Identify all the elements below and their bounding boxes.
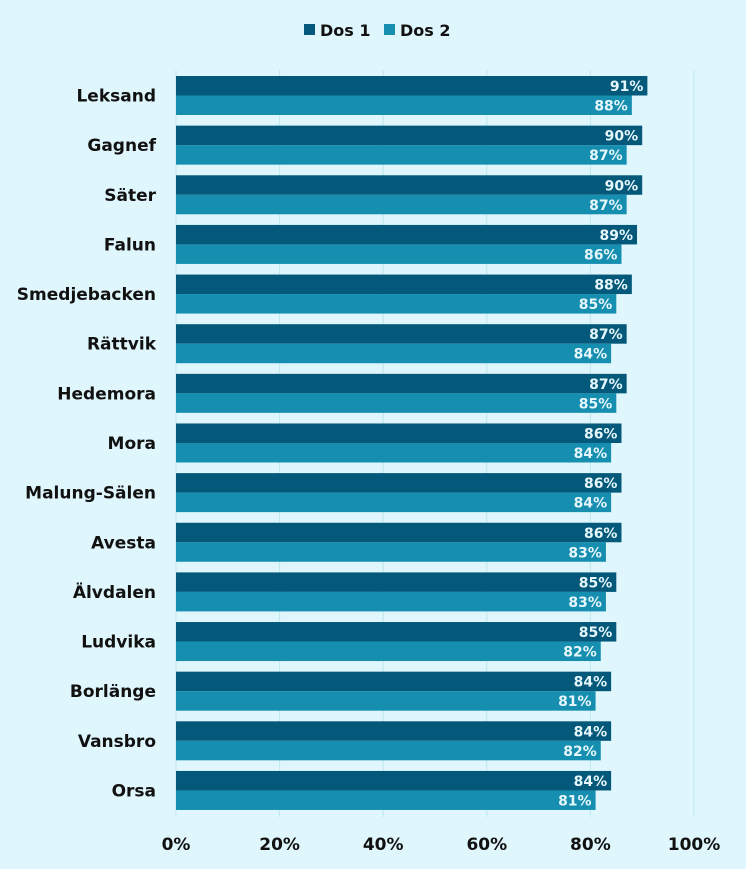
bar-dos-2 [176,294,617,314]
bar-dos-1 [176,473,622,493]
data-label: 90% [605,129,639,145]
x-tick-label: 20% [259,835,300,855]
category-label: Leksand [76,87,156,107]
category-label: Vansbro [78,732,156,752]
data-label: 84% [574,774,608,790]
category-label: Smedjebacken [17,285,156,305]
data-label: 81% [558,793,592,809]
bar-dos-1 [176,423,622,443]
category-label: Borlänge [70,682,156,702]
data-label: 88% [594,99,628,115]
data-label: 91% [610,79,644,95]
legend-swatch-1 [304,24,315,35]
data-label: 85% [579,297,613,313]
x-tick-label: 100% [668,835,721,855]
bar-dos-2 [176,95,632,115]
category-label: Avesta [91,533,156,553]
bar-dos-1 [176,721,612,741]
bar-dos-1 [176,522,622,543]
bar-dos-2 [176,244,622,264]
bar-dos-2 [176,343,612,364]
data-label: 88% [594,278,628,294]
bar-dos-2 [176,145,627,165]
data-label: 85% [579,396,613,412]
category-label: Gagnef [87,136,156,156]
data-label: 85% [579,575,613,591]
bar-dos-2 [176,740,601,761]
x-tick-label: 40% [363,835,404,855]
data-label: 89% [600,228,634,244]
bar-dos-2 [176,442,612,463]
data-label: 86% [584,426,618,442]
bar-dos-1 [176,224,638,245]
data-label: 84% [574,496,608,512]
data-label: 86% [584,476,618,492]
legend-label-2: Dos 2 [400,21,451,40]
legend-swatch-2 [384,24,395,35]
bar-dos-2 [176,641,601,662]
data-label: 87% [589,377,623,393]
category-label: Malung-Sälen [25,484,156,504]
data-label: 84% [574,347,608,363]
category-label: Orsa [112,781,156,801]
bar-dos-1 [176,175,643,195]
data-label: 86% [584,526,618,542]
bar-dos-2 [176,492,612,513]
bar-dos-1 [176,76,648,96]
bar-dos-1 [176,622,617,642]
category-label: Hedemora [57,384,156,404]
category-label: Älvdalen [73,581,156,603]
bar-dos-2 [176,542,606,562]
data-label: 82% [563,744,597,760]
data-label: 86% [584,247,618,263]
data-label: 84% [574,446,608,462]
bar-dos-1 [176,125,643,146]
bar-dos-1 [176,373,627,394]
bar-dos-2 [176,691,596,711]
data-label: 87% [589,198,623,214]
category-label: Mora [108,434,156,454]
bar-dos-2 [176,790,596,810]
data-label: 82% [563,645,597,661]
x-tick-label: 0% [162,835,191,855]
legend-label-1: Dos 1 [320,21,371,40]
category-label: Rättvik [87,335,157,355]
data-label: 83% [568,595,602,611]
data-label: 85% [579,625,613,641]
bar-dos-1 [176,671,612,692]
category-label: Säter [104,186,156,206]
bar-dos-1 [176,770,612,791]
category-label: Ludvika [81,633,156,653]
data-label: 90% [605,178,639,194]
data-label: 83% [568,545,602,561]
bar-dos-2 [176,393,617,413]
x-tick-label: 60% [466,835,507,855]
bar-dos-1 [176,274,632,295]
data-label: 87% [589,148,623,164]
data-label: 81% [558,694,592,710]
bar-dos-1 [176,324,627,344]
bar-dos-1 [176,572,617,592]
bar-dos-2 [176,591,606,612]
data-label: 84% [574,724,608,740]
x-tick-label: 80% [570,835,611,855]
bar-dos-2 [176,194,627,215]
data-label: 84% [574,675,608,691]
category-label: Falun [104,235,156,255]
data-label: 87% [589,327,623,343]
